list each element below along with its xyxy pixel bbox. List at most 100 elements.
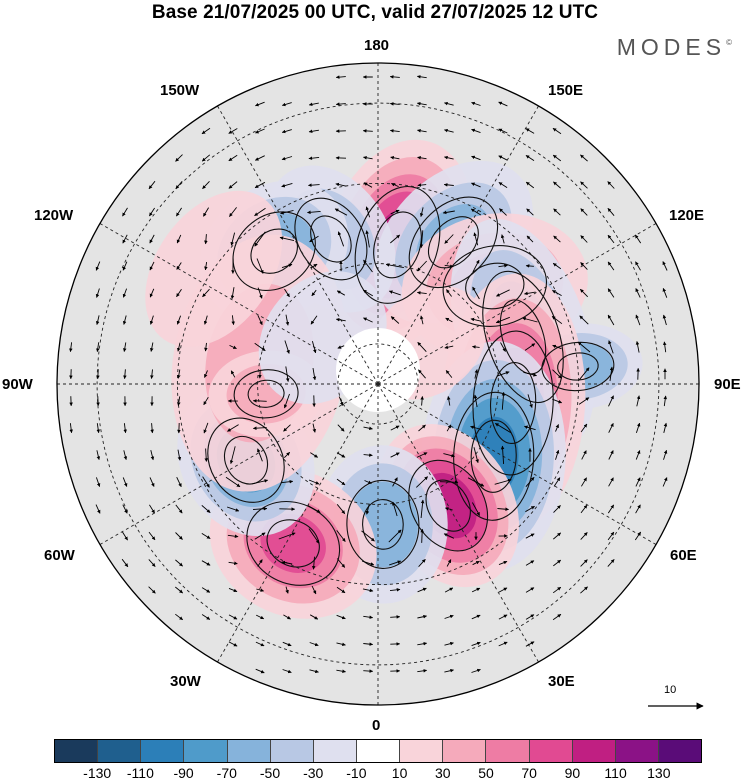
wind-arrow: [498, 587, 508, 593]
wind-arrow: [608, 477, 614, 487]
contour-line: [346, 479, 420, 569]
wind-arrow: [419, 230, 424, 249]
wind-arrow: [498, 641, 508, 647]
wind-arrow: [662, 341, 667, 353]
wind-arrow: [390, 156, 400, 160]
wind-arrow: [417, 183, 427, 187]
wind-arrow: [418, 369, 426, 379]
wind-arrow: [580, 532, 588, 540]
wind-arrow: [311, 340, 317, 354]
contour-line: [250, 228, 298, 274]
colorbar-ticks: -130 -110 -90 -70 -50 -30 -10 10 30 50 70 90 110 130: [54, 765, 702, 783]
wind-arrow: [283, 393, 290, 409]
wind-arrow: [443, 183, 454, 187]
wind-arrow: [526, 235, 534, 243]
wind-arrow: [663, 449, 668, 460]
wind-arrow: [444, 587, 454, 593]
wind-arrow: [285, 314, 290, 326]
wind-arrow: [608, 340, 614, 354]
contour-line: [427, 216, 479, 269]
wind-arrow: [439, 480, 459, 484]
wind-arrow: [282, 669, 292, 674]
wind-arrow: [96, 423, 101, 434]
colorbar-tick-label: 70: [521, 765, 537, 781]
wind-arrow: [252, 426, 267, 431]
wind-arrow: [337, 345, 345, 349]
wind-arrow: [336, 669, 346, 674]
wind-arrow: [363, 669, 374, 673]
wind-arrow: [553, 505, 561, 513]
wind-arrow: [175, 532, 183, 540]
wind-arrow: [553, 208, 561, 216]
label-lon-150w: 150W: [160, 82, 200, 99]
wind-arrow: [228, 587, 238, 593]
colorbar-tick-label: 10: [391, 765, 408, 781]
wind-arrow: [361, 530, 375, 542]
wind-arrow: [498, 155, 508, 161]
contour-line: [425, 479, 471, 532]
wind-arrow: [635, 314, 641, 326]
wind-arrow: [254, 181, 266, 189]
wind-arrow: [526, 208, 534, 216]
label-lon-60w: 60W: [44, 547, 75, 564]
wind-arrow: [495, 316, 510, 324]
wind-arrow: [335, 102, 346, 106]
wind-arrow: [525, 128, 535, 134]
wind-arrow: [553, 532, 561, 540]
wind-arrow: [552, 290, 562, 296]
wind-arrow: [96, 450, 101, 461]
map-border: [56, 62, 700, 706]
wind-arrow: [254, 342, 266, 352]
wind-arrow: [416, 101, 427, 106]
wind-arrow: [335, 182, 347, 187]
wind-arrow: [95, 342, 100, 353]
wind-arrow: [522, 317, 538, 323]
wind-arrow: [552, 127, 562, 135]
wind-arrow: [525, 477, 535, 487]
wind-arrow: [311, 289, 317, 297]
colorbar-box: [313, 740, 357, 762]
wind-arrow: [311, 556, 316, 570]
wind-arrow: [472, 259, 480, 273]
wind-arrow: [524, 291, 536, 296]
wind-arrow: [150, 369, 154, 379]
colorbar-box: [141, 740, 185, 762]
wind-arrow: [608, 395, 614, 407]
wind-arrow: [553, 235, 561, 243]
label-lon-150e: 150E: [548, 82, 584, 99]
wind-arrow: [363, 426, 373, 431]
contour-line: [247, 379, 285, 408]
wind-arrow: [122, 234, 128, 244]
wind-arrow: [95, 261, 101, 271]
wind-arrow: [361, 560, 375, 566]
wind-arrow: [635, 288, 641, 298]
wind-arrow: [122, 288, 128, 298]
latitude-circle: [96, 102, 660, 666]
wind-arrow: [467, 477, 485, 487]
wind-arrow: [121, 558, 129, 568]
contour-pos-hudson: [233, 369, 299, 419]
wind-arrow: [580, 504, 588, 514]
wind-arrow: [444, 641, 454, 646]
wind-arrow: [363, 182, 373, 188]
wind-arrow: [498, 128, 508, 134]
wind-arrow: [390, 209, 400, 215]
wind-arrow: [308, 479, 320, 485]
wind-arrow: [446, 289, 452, 297]
wind-arrow: [471, 614, 481, 620]
wind-arrow: [122, 477, 128, 487]
wind-arrow: [95, 315, 100, 325]
wind-arrow: [228, 128, 238, 134]
wind-arrow: [525, 587, 535, 593]
wind-arrow: [608, 450, 614, 460]
wind-arrow: [336, 452, 346, 458]
wind-arrow: [175, 154, 183, 162]
wind-arrow: [175, 559, 183, 567]
wind-arrow: [336, 504, 346, 514]
wind-arrow: [201, 614, 211, 620]
wind-arrow: [580, 181, 588, 189]
wind-arrow: [552, 369, 562, 379]
contour-neg-north-atlantic: [346, 479, 420, 569]
wind-arrow: [255, 614, 265, 620]
wind-arrow: [392, 477, 398, 487]
